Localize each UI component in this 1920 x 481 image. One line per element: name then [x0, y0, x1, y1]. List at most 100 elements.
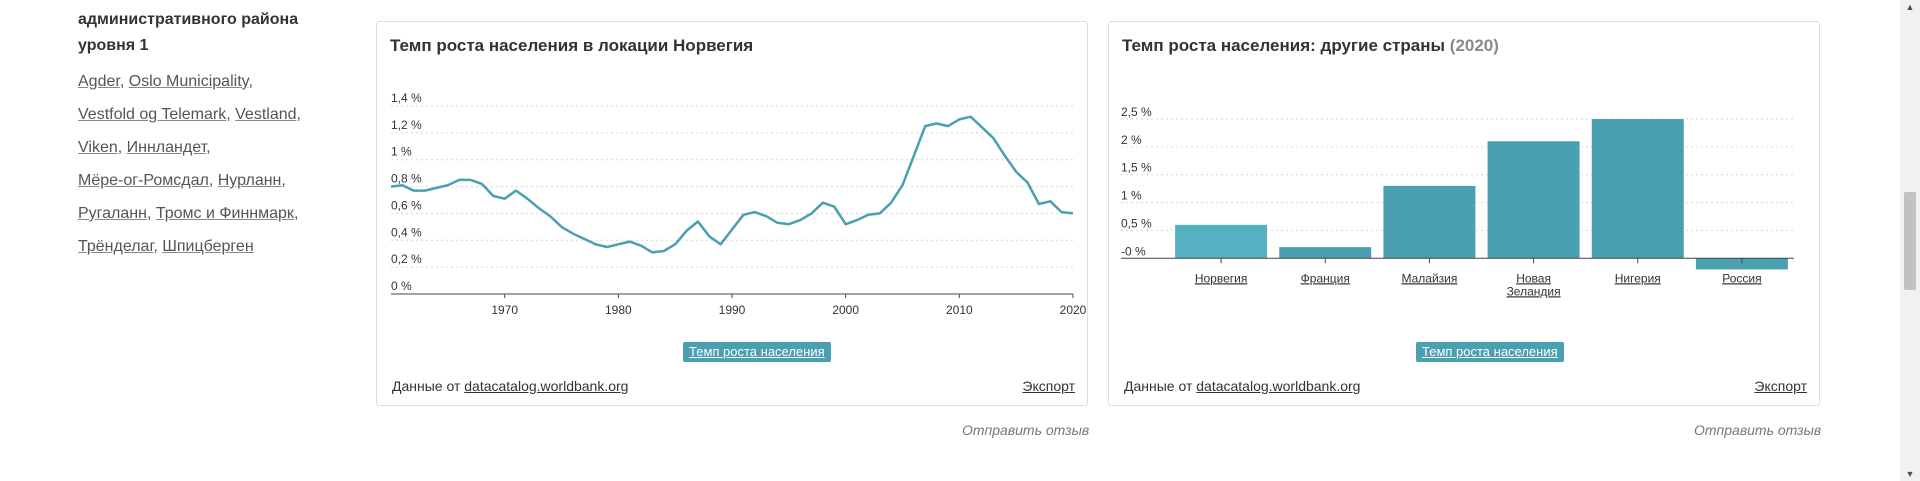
x-tick-label: 1980 [605, 303, 632, 317]
data-point [391, 186, 392, 187]
region-link-more-og-romsdal[interactable]: Мёре-ог-Ромсдал [78, 172, 209, 189]
y-tick-label: 2,5 % [1121, 105, 1152, 119]
data-point [629, 241, 630, 242]
line-chart: 0 % 0,2 % 0,4 % 0,6 % 0,8 % 1 % 1,2 % 1,4 % 1970… [390, 91, 1087, 317]
data-point [970, 116, 971, 117]
y-tick-label: 0,6 % [391, 198, 422, 212]
data-point [606, 247, 607, 248]
data-point [902, 185, 903, 186]
category-label: Россия [1722, 271, 1761, 285]
population-growth-line [390, 115, 1074, 254]
data-point [1061, 212, 1062, 213]
data-point [538, 208, 539, 209]
data-source: Данные от datacatalog.worldbank.org [392, 378, 628, 394]
region-link-innlandet[interactable]: Иннландет [126, 139, 207, 156]
category-label: Норвегия [1195, 271, 1248, 285]
feedback-link[interactable]: Отправить отзыв [1694, 422, 1822, 438]
region-links-row: Viken, Иннландет, [78, 139, 211, 156]
line-chart-card: Темп роста населения в локации Норвегия … [376, 21, 1088, 406]
data-point [572, 233, 573, 234]
region-link-viken[interactable]: Viken [78, 139, 118, 156]
region-link-vestland[interactable]: Vestland [235, 106, 297, 123]
region-link-agder[interactable]: Agder [78, 73, 120, 90]
bar [1591, 119, 1684, 259]
category-label: Франция [1301, 271, 1350, 285]
y-tick-label: 1,2 % [391, 118, 422, 132]
bar-chart-card: Темп роста населения: другие страны (202… [1108, 21, 1820, 406]
x-tick-label: 1970 [491, 303, 518, 317]
data-point [857, 220, 858, 221]
data-point [788, 224, 789, 225]
data-source-prefix: Данные от [1124, 378, 1193, 394]
data-point [595, 244, 596, 245]
data-point [743, 214, 744, 215]
data-point [527, 198, 528, 199]
data-point [413, 190, 414, 191]
data-point [425, 190, 426, 191]
data-point [845, 224, 846, 225]
export-link[interactable]: Экспорт [1754, 378, 1807, 394]
data-source-link[interactable]: datacatalog.worldbank.org [464, 378, 629, 394]
population-growth-series-button[interactable]: Темп роста населения [1416, 342, 1564, 362]
data-point [550, 216, 551, 217]
scrollbar-thumb[interactable] [1904, 192, 1916, 290]
export-link[interactable]: Экспорт [1022, 378, 1075, 394]
data-point [925, 126, 926, 127]
line-chart-title: Темп роста населения в локации Норвегия [390, 36, 754, 55]
region-link-nordland[interactable]: Нурланн [217, 172, 282, 189]
bar [1279, 247, 1372, 259]
scroll-down-icon[interactable]: ▼ [1905, 469, 1915, 479]
data-point [913, 155, 914, 156]
data-point [584, 238, 585, 239]
bar-chart-year: (2020) [1449, 36, 1499, 55]
sidebar: административного района уровня 1 Agder,… [78, 0, 318, 263]
bar [1695, 258, 1788, 270]
region-link-rogaland[interactable]: Ругаланн [78, 205, 147, 222]
data-point [561, 226, 562, 227]
data-point [686, 230, 687, 231]
bar [1487, 141, 1580, 259]
x-tick-label: 2010 [946, 303, 973, 317]
data-point [1016, 171, 1017, 172]
scroll-up-icon[interactable]: ▲ [1905, 2, 1915, 12]
y-tick-label: 2 % [1121, 133, 1142, 147]
data-point [879, 213, 880, 214]
sidebar-heading-line1: административного района [78, 11, 299, 28]
region-link-vestfold-telemark[interactable]: Vestfold og Telemark [78, 106, 227, 123]
data-source-link[interactable]: datacatalog.worldbank.org [1196, 378, 1361, 394]
bar-chart: -0 % 0,5 % 1 % 1,5 % 2 % 2,5 % Норвегия Франция… [1121, 105, 1794, 298]
data-point [481, 183, 482, 184]
bar-chart-title: Темп роста населения: другие страны (202… [1122, 36, 1499, 56]
region-link-trondelag[interactable]: Трёнделаг [78, 238, 154, 255]
region-links: Agder, Oslo Municipality, Vestfold og Te… [78, 65, 318, 263]
data-point [732, 229, 733, 230]
data-source-prefix: Данные от [392, 378, 461, 394]
data-point [504, 198, 505, 199]
region-link-svalbard[interactable]: Шпицберген [162, 238, 254, 255]
region-link-troms-finnmark[interactable]: Тромс и Финнмарк [155, 205, 294, 222]
data-point [618, 244, 619, 245]
data-point [1027, 182, 1028, 183]
data-point [891, 202, 892, 203]
region-link-oslo[interactable]: Oslo Municipality [128, 73, 249, 90]
y-tick-label: 1 % [1121, 189, 1142, 203]
data-point [402, 185, 403, 186]
data-point [811, 213, 812, 214]
data-point [470, 179, 471, 180]
data-point [993, 138, 994, 139]
population-growth-series-button[interactable]: Темп роста населения [683, 342, 831, 362]
region-links-row: Ругаланн, Тромс и Финнмарк, [78, 205, 299, 222]
data-point [641, 245, 642, 246]
data-point [652, 252, 653, 253]
data-point [766, 216, 767, 217]
feedback-link[interactable]: Отправить отзыв [962, 422, 1090, 438]
page-scrollbar[interactable]: ▲ ▼ [1900, 0, 1920, 481]
data-point [516, 190, 517, 191]
data-point [834, 206, 835, 207]
data-point [1050, 201, 1051, 202]
data-source: Данные от datacatalog.worldbank.org [1124, 378, 1360, 394]
y-tick-label: 0,8 % [391, 172, 422, 186]
category-label: Новая [1516, 271, 1551, 285]
data-point [1038, 204, 1039, 205]
data-point [777, 222, 778, 223]
